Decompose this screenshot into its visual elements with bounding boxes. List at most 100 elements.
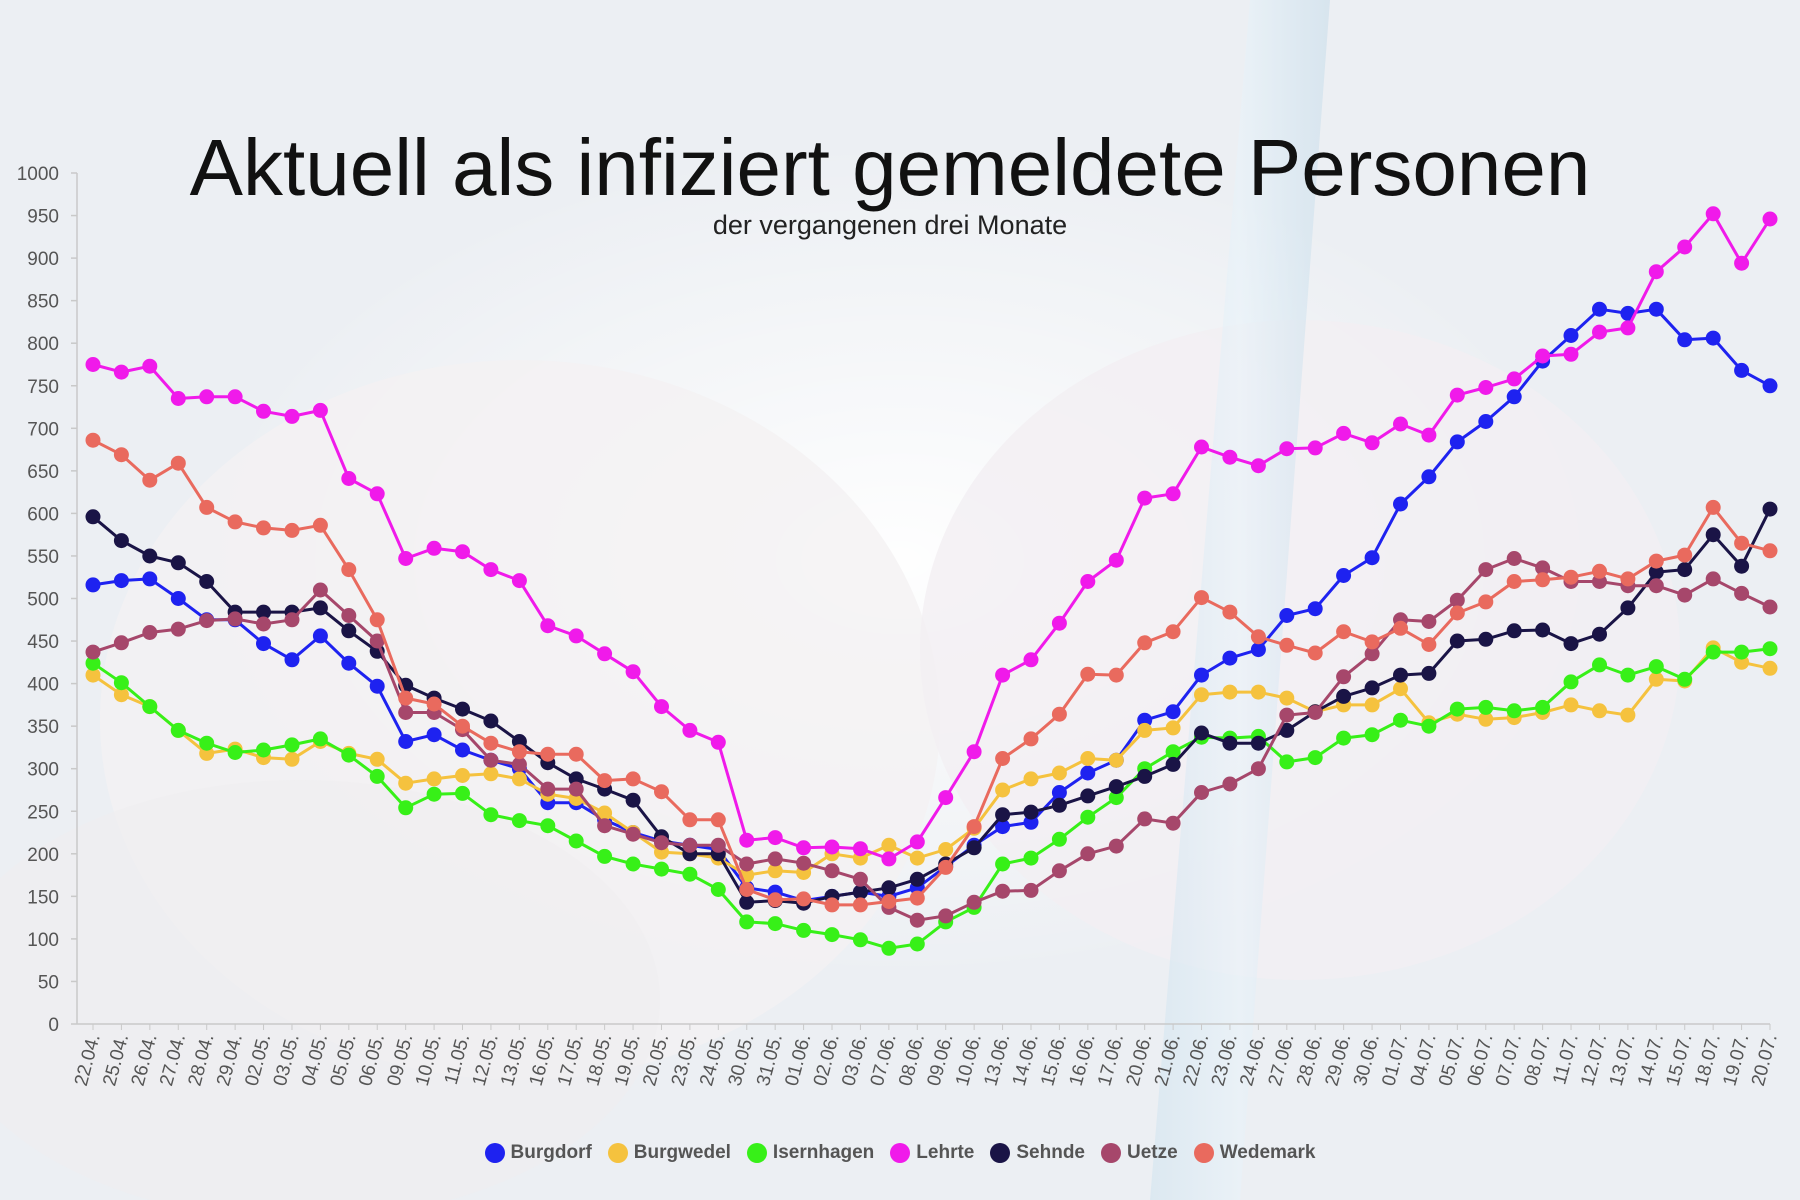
data-point xyxy=(1535,622,1551,638)
data-point xyxy=(1307,750,1323,766)
data-point xyxy=(1648,564,1664,580)
data-point xyxy=(1165,744,1181,760)
data-point xyxy=(540,818,556,834)
series-wedemark xyxy=(85,432,1778,913)
data-point xyxy=(1194,725,1209,741)
data-point xyxy=(597,818,613,834)
data-point xyxy=(1535,699,1551,715)
y-tick-label: 750 xyxy=(27,377,59,398)
data-point xyxy=(1478,631,1494,647)
data-point xyxy=(1307,601,1323,617)
y-tick-label: 0 xyxy=(48,1015,59,1036)
data-point xyxy=(767,892,783,908)
data-point xyxy=(1393,681,1408,697)
data-point xyxy=(824,839,840,855)
data-point xyxy=(1080,574,1096,589)
data-point xyxy=(796,855,812,871)
data-point xyxy=(1449,605,1465,621)
legend-item-wedemark[interactable]: Wedemark xyxy=(1193,1142,1315,1164)
data-point xyxy=(1421,637,1437,652)
data-point xyxy=(1051,615,1067,631)
legend-item-lehrte[interactable]: Lehrte xyxy=(890,1142,974,1164)
data-point xyxy=(1705,206,1721,222)
data-point xyxy=(824,927,840,943)
data-point xyxy=(1051,831,1067,847)
data-point xyxy=(852,841,868,857)
data-point xyxy=(1194,590,1209,606)
data-point xyxy=(1336,669,1352,685)
data-point xyxy=(483,766,499,782)
data-point xyxy=(1165,815,1181,831)
data-point xyxy=(1279,707,1295,723)
legend-label: Burgdorf xyxy=(510,1142,592,1163)
data-point xyxy=(1194,687,1209,703)
series-group xyxy=(85,206,1778,956)
data-point xyxy=(455,718,470,734)
data-point xyxy=(1364,634,1380,650)
data-point xyxy=(682,722,698,738)
data-point xyxy=(341,747,357,763)
y-tick-label: 950 xyxy=(27,207,59,228)
data-point xyxy=(1051,797,1067,813)
legend-item-uetze[interactable]: Uetze xyxy=(1101,1142,1178,1164)
data-point xyxy=(966,894,982,910)
data-point xyxy=(881,940,897,956)
data-point xyxy=(597,848,613,864)
data-point xyxy=(1108,752,1124,768)
data-point xyxy=(1108,779,1124,795)
data-point xyxy=(142,625,158,640)
data-point xyxy=(1421,427,1437,443)
data-point xyxy=(1336,624,1352,640)
data-point xyxy=(1336,568,1352,583)
data-point xyxy=(369,751,385,767)
data-point xyxy=(312,582,328,598)
x-tick-label: 20.07. xyxy=(1748,1032,1782,1088)
legend-item-isernhagen[interactable]: Isernhagen xyxy=(746,1142,874,1164)
data-point xyxy=(256,636,271,652)
data-point xyxy=(1535,560,1551,576)
data-point xyxy=(256,520,271,536)
legend-item-burgwedel[interactable]: Burgwedel xyxy=(607,1142,731,1164)
legend-label: Uetze xyxy=(1127,1142,1178,1163)
data-point xyxy=(227,745,243,760)
data-point xyxy=(682,866,698,882)
series-isernhagen xyxy=(85,641,1778,956)
y-tick-label: 350 xyxy=(27,717,59,738)
data-point xyxy=(1677,547,1693,563)
legend-label: Lehrte xyxy=(916,1142,975,1163)
data-point xyxy=(483,807,499,823)
data-point xyxy=(995,751,1011,766)
x-axis: 22.04.25.04.26.04.27.04.28.04.29.04.02.0… xyxy=(71,1023,1782,1088)
data-point xyxy=(966,840,982,856)
data-point xyxy=(1762,211,1778,227)
legend-swatch xyxy=(746,1143,767,1163)
data-point xyxy=(1620,707,1636,723)
data-point xyxy=(1449,633,1465,649)
data-point xyxy=(1108,667,1124,683)
data-point xyxy=(455,544,470,560)
data-point xyxy=(1023,771,1039,787)
data-point xyxy=(796,840,812,856)
data-point xyxy=(1051,706,1067,722)
data-point xyxy=(938,790,954,806)
data-point xyxy=(142,472,158,488)
data-point xyxy=(1023,804,1039,820)
data-point xyxy=(1620,600,1636,616)
data-point xyxy=(1734,558,1750,574)
data-point xyxy=(1563,569,1579,585)
legend-item-sehnde[interactable]: Sehnde xyxy=(990,1142,1085,1164)
data-point xyxy=(1677,587,1693,603)
data-point xyxy=(1478,562,1494,578)
legend-item-burgdorf[interactable]: Burgdorf xyxy=(484,1142,592,1164)
data-point xyxy=(426,771,442,787)
data-point xyxy=(767,863,783,879)
series-line xyxy=(92,646,1771,877)
data-point xyxy=(256,742,271,758)
data-point xyxy=(938,842,954,857)
legend-swatch xyxy=(990,1143,1011,1163)
data-point xyxy=(1336,730,1352,746)
data-point xyxy=(1393,712,1408,728)
data-point xyxy=(227,389,243,405)
data-point xyxy=(710,837,726,853)
data-point xyxy=(1108,838,1124,854)
